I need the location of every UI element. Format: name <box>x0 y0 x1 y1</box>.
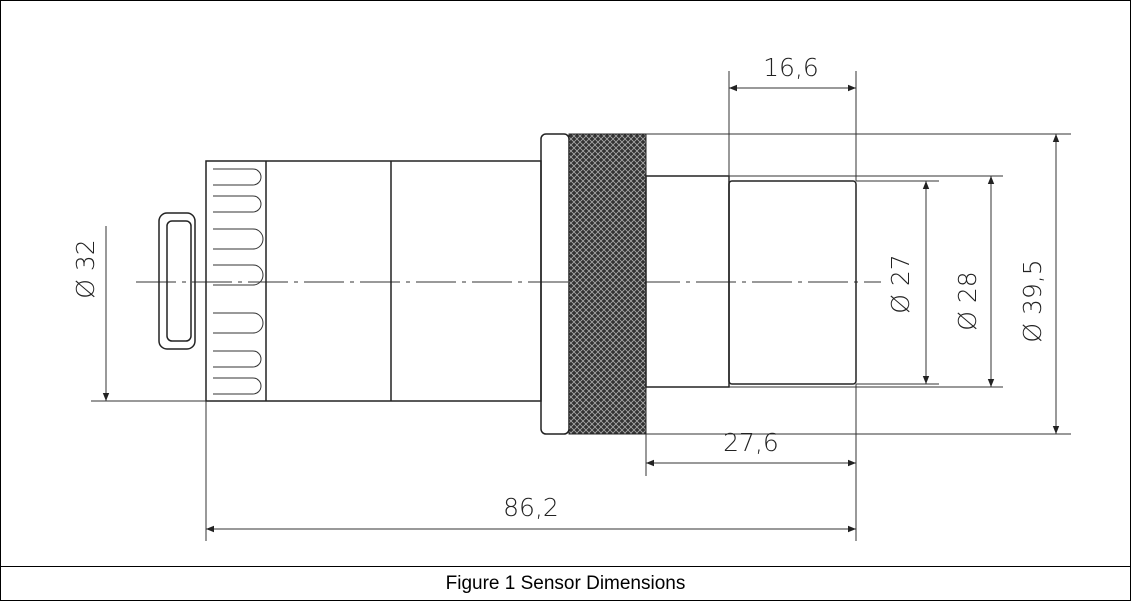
dimension-label: Ø 39,5 <box>1018 259 1047 342</box>
dimension-label: 86,2 <box>503 493 559 522</box>
drawing: 16,6 Ø 27 Ø 28 Ø 39,5 Ø 32 27,6 86,2 <box>1 1 1130 566</box>
dimension-label: Ø 28 <box>953 271 982 330</box>
dimension-label: 27,6 <box>723 428 779 457</box>
dimension-label: 16,6 <box>763 53 819 82</box>
dimension-label: Ø 27 <box>886 254 915 313</box>
figure: 16,6 Ø 27 Ø 28 Ø 39,5 Ø 32 27,6 86,2 Fig… <box>0 0 1131 601</box>
sensor <box>159 134 856 434</box>
dimension-label: Ø 32 <box>71 239 100 298</box>
caption: Figure 1 Sensor Dimensions <box>1 566 1130 601</box>
